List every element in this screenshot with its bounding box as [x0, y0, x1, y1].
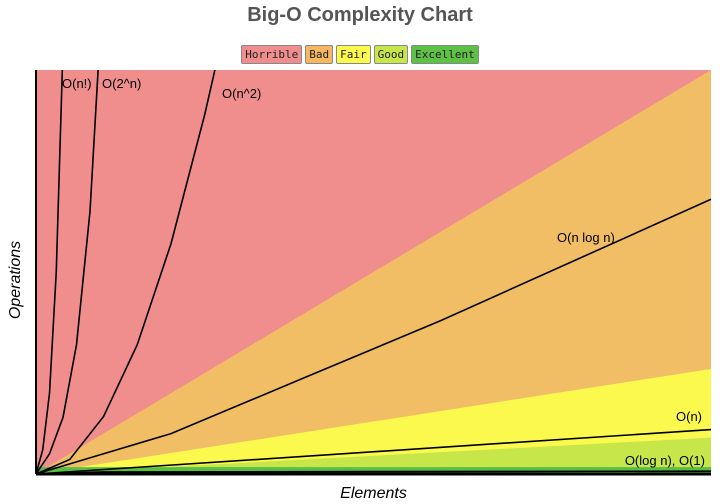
region-good	[36, 437, 711, 474]
x-axis-label: Elements	[340, 485, 407, 502]
series-label-o-n: O(n)	[676, 409, 702, 424]
legend-item-horrible: Horrible	[241, 45, 303, 64]
series-line-o-n	[35, 428, 712, 475]
legend-item-excellent: Excellent	[411, 45, 479, 64]
series-label-o-n-log-n: O(n log n)	[557, 230, 615, 245]
chart-title: Big-O Complexity Chart	[247, 4, 473, 26]
legend-item-bad: Bad	[305, 45, 334, 64]
legend: Horrible Bad Fair Good Excellent	[0, 45, 720, 64]
series-line-o-n-log-n	[35, 198, 712, 475]
series-label-o-n: O(n!)	[62, 76, 92, 91]
series-line-o-log-n-o-1	[35, 470, 712, 475]
region-bad	[36, 70, 711, 474]
series-label-o-log-n-o-1: O(log n), O(1)	[625, 453, 705, 468]
series-line-o-n-2	[35, 69, 216, 475]
series-label-o-2-n: O(2^n)	[102, 76, 141, 91]
series-line-o-2-n	[35, 69, 99, 475]
legend-item-good: Good	[373, 45, 409, 64]
legend-item-fair: Fair	[336, 45, 371, 64]
series-label-o-n-2: O(n^2)	[222, 86, 261, 101]
y-axis-label: Operations	[7, 241, 24, 319]
series-line-o-n	[35, 69, 64, 475]
